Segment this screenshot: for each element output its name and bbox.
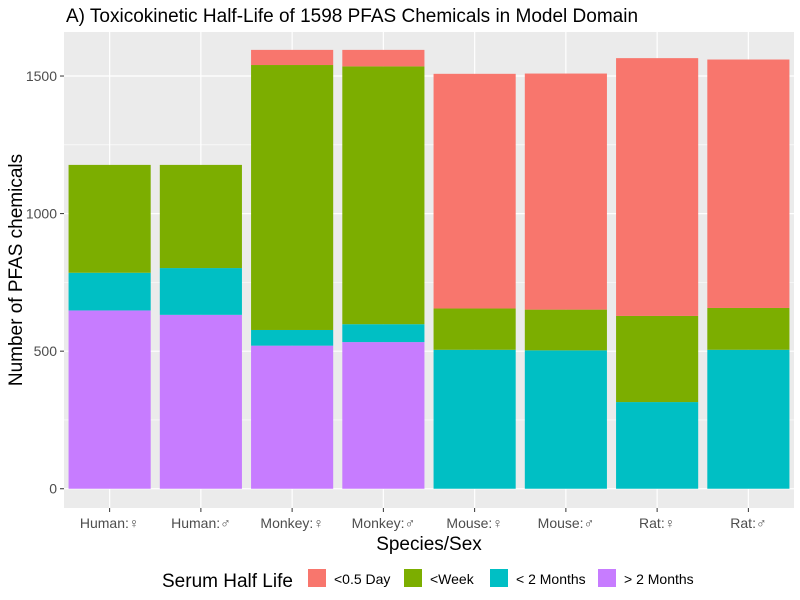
bar-segment (342, 342, 425, 489)
legend-label: <Week (430, 571, 475, 587)
x-tick-label: Mouse:♀ (446, 515, 502, 531)
y-axis-ticks: 0 500 1000 1500 (26, 68, 64, 497)
x-tick-label: Human:♂ (171, 515, 231, 531)
legend-title: Serum Half Life (162, 571, 293, 592)
bar-segment (433, 73, 516, 309)
x-axis-title: Species/Sex (376, 534, 482, 555)
bar-segment (159, 314, 242, 489)
bar-segment (342, 66, 425, 325)
bars (68, 49, 790, 489)
x-axis-ticks: Human:♀ Human:♂ Monkey:♀ Monkey:♂ Mouse:♀ Mou… (80, 508, 766, 531)
x-tick-label: Monkey:♂ (352, 515, 415, 531)
bar-segment (68, 272, 151, 311)
bar-segment (616, 58, 699, 316)
bar-segment (251, 49, 334, 66)
bar-segment (342, 324, 425, 343)
y-axis-title: Number of PFAS chemicals (6, 154, 27, 386)
bar-segment (524, 309, 607, 351)
legend-swatch (404, 569, 422, 587)
legend-swatch (598, 569, 616, 587)
bar-segment (524, 350, 607, 489)
legend-label: > 2 Months (624, 571, 694, 587)
x-tick-label: Rat:♀ (639, 515, 675, 531)
legend-swatch (490, 569, 508, 587)
bar-segment (707, 59, 790, 308)
bar-segment (616, 402, 699, 489)
bar-segment (251, 345, 334, 489)
legend-swatch (308, 569, 326, 587)
bar-segment (433, 308, 516, 350)
y-tick-label: 500 (34, 343, 58, 359)
bar-segment (707, 349, 790, 489)
y-tick-label: 1500 (26, 68, 57, 84)
bar-segment (342, 49, 425, 67)
bar-segment (616, 315, 699, 403)
bar-segment (68, 310, 151, 489)
legend-label: < 2 Months (516, 571, 586, 587)
x-tick-label: Monkey:♀ (260, 515, 323, 531)
x-tick-label: Mouse:♂ (538, 515, 594, 531)
y-tick-label: 1000 (26, 206, 57, 222)
chart-title: A) Toxicokinetic Half-Life of 1598 PFAS … (66, 6, 638, 27)
bar-segment (68, 164, 151, 273)
legend-label: <0.5 Day (334, 571, 390, 587)
legend: Serum Half Life <0.5 Day <Week < 2 Months >… (162, 569, 694, 592)
x-tick-label: Human:♀ (80, 515, 140, 531)
bar-segment (707, 307, 790, 350)
bar-segment (524, 73, 607, 310)
bar-segment (251, 65, 334, 330)
y-tick-label: 0 (49, 481, 57, 497)
bar-segment (159, 268, 242, 315)
bar-segment (251, 329, 334, 346)
x-tick-label: Rat:♂ (730, 515, 766, 531)
bar-segment (159, 164, 242, 269)
bar-segment (433, 349, 516, 489)
